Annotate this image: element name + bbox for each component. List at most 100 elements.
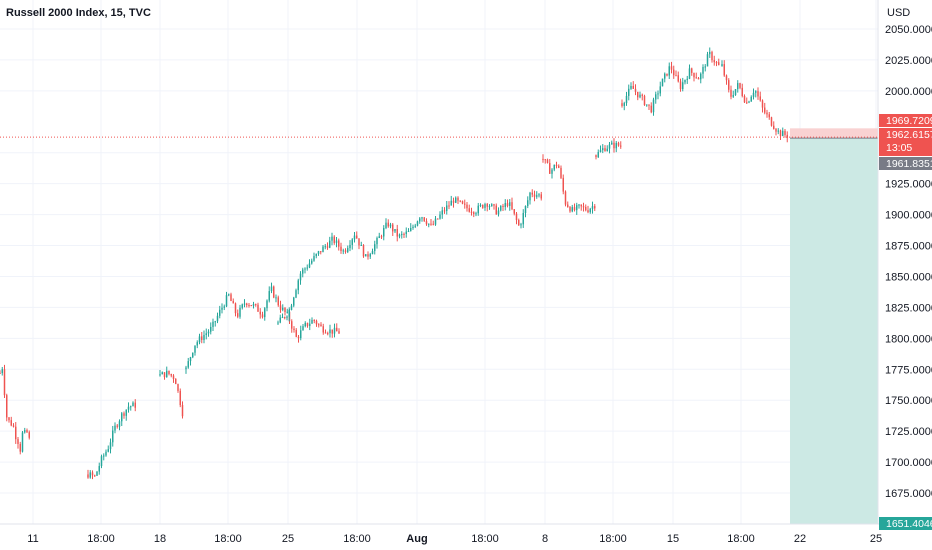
candle-body bbox=[304, 322, 306, 327]
candle-body bbox=[275, 297, 277, 299]
candle-body bbox=[194, 345, 196, 353]
price-tick-label: 1850.0000 bbox=[885, 271, 932, 283]
candle-body bbox=[639, 94, 641, 98]
candle-body bbox=[223, 306, 225, 308]
candle-body bbox=[502, 205, 504, 207]
candle-body bbox=[477, 205, 479, 214]
candle-body bbox=[376, 238, 378, 245]
candle-body bbox=[109, 442, 112, 450]
candle-body bbox=[98, 466, 100, 472]
candle-body bbox=[127, 406, 130, 410]
candle-body bbox=[648, 104, 650, 106]
candle-body bbox=[255, 304, 257, 306]
price-tag bbox=[879, 517, 932, 530]
candle-body bbox=[513, 209, 515, 214]
candle-body bbox=[243, 303, 246, 305]
candle-body bbox=[668, 66, 670, 76]
time-tick-label: 15 bbox=[667, 533, 679, 545]
candle-body bbox=[168, 370, 170, 375]
candle-body bbox=[100, 456, 103, 467]
time-tick-label: 25 bbox=[282, 533, 294, 545]
candle-body bbox=[329, 329, 331, 334]
candle-body bbox=[634, 88, 637, 92]
candle-body bbox=[782, 130, 784, 137]
candle-body bbox=[509, 202, 511, 206]
candle-body bbox=[338, 240, 340, 247]
chart-title: Russell 2000 Index, 15, TVC bbox=[6, 7, 151, 19]
candle-body bbox=[347, 248, 349, 252]
candle-body bbox=[405, 231, 407, 235]
time-tick-label: Aug bbox=[406, 533, 427, 545]
candle-body bbox=[522, 212, 524, 225]
candle-body bbox=[19, 443, 21, 452]
candle-body bbox=[270, 286, 273, 292]
candle-body bbox=[179, 390, 181, 406]
price-tick-label: 2025.0000 bbox=[885, 55, 932, 67]
price-tick-label: 2000.0000 bbox=[885, 86, 932, 98]
candle-body bbox=[15, 426, 17, 440]
price-axis[interactable]: USD 2050.0000 2025.0000 2000.0000 1925.0000 1… bbox=[885, 7, 932, 500]
candle-body bbox=[295, 290, 297, 298]
candle-body bbox=[313, 256, 315, 261]
candle-body bbox=[121, 413, 123, 422]
candle-body bbox=[315, 253, 317, 257]
candle-body bbox=[761, 100, 764, 108]
price-tick-label: 1900.0000 bbox=[885, 210, 932, 222]
candle-body bbox=[304, 268, 306, 270]
candle-body bbox=[423, 217, 425, 222]
candle-body bbox=[315, 320, 318, 325]
candle-body bbox=[299, 273, 302, 281]
price-tag-label: 1961.8351 bbox=[886, 158, 932, 170]
candle-body bbox=[329, 240, 331, 248]
candle-body bbox=[470, 211, 473, 213]
candle-body bbox=[89, 472, 91, 478]
candle-body bbox=[333, 236, 335, 243]
candle-body bbox=[396, 228, 398, 237]
candle-body bbox=[356, 235, 358, 239]
candle-body bbox=[421, 217, 423, 219]
candle-body bbox=[291, 321, 293, 329]
candle-body bbox=[353, 235, 356, 240]
candle-body bbox=[573, 207, 576, 211]
candle-body bbox=[317, 251, 320, 254]
candle-body bbox=[87, 474, 89, 478]
candle-body bbox=[700, 73, 702, 80]
candle-body bbox=[250, 305, 252, 307]
candle-body bbox=[646, 104, 648, 106]
candle-body bbox=[741, 87, 743, 97]
candle-body bbox=[392, 224, 394, 232]
candle-body bbox=[324, 246, 326, 248]
candle-body bbox=[527, 200, 529, 207]
candle-body bbox=[205, 333, 207, 335]
time-axis[interactable]: 11 18:00 18 18:00 25 18:00 Aug 18:00 8 18:00 15 18:… bbox=[27, 533, 882, 545]
candle-body bbox=[752, 92, 755, 97]
candle-body bbox=[511, 202, 513, 210]
candle-body bbox=[632, 85, 634, 89]
candle-body bbox=[279, 305, 282, 310]
candle-body bbox=[770, 117, 773, 126]
candle-body bbox=[504, 203, 506, 207]
candle-body bbox=[468, 208, 470, 212]
candle-body bbox=[322, 326, 324, 333]
candle-body bbox=[606, 148, 608, 152]
candle-body bbox=[591, 206, 594, 209]
candle-body bbox=[221, 307, 223, 310]
time-tick-label: 8 bbox=[542, 533, 548, 545]
candle-body bbox=[628, 88, 630, 96]
candle-body bbox=[266, 300, 268, 309]
candle-body bbox=[125, 409, 127, 416]
candle-body bbox=[118, 421, 121, 427]
candle-body bbox=[464, 203, 466, 205]
candle-body bbox=[394, 228, 396, 232]
candle-body bbox=[96, 471, 98, 476]
candle-body bbox=[349, 244, 351, 249]
candle-body bbox=[1, 369, 3, 374]
candle-body bbox=[602, 148, 604, 151]
candle-body bbox=[764, 107, 766, 113]
candle-body bbox=[132, 402, 134, 407]
price-tick-label: 1775.0000 bbox=[885, 364, 932, 376]
candle-body bbox=[491, 204, 493, 207]
candle-body bbox=[784, 130, 786, 135]
candle-body bbox=[515, 213, 518, 221]
